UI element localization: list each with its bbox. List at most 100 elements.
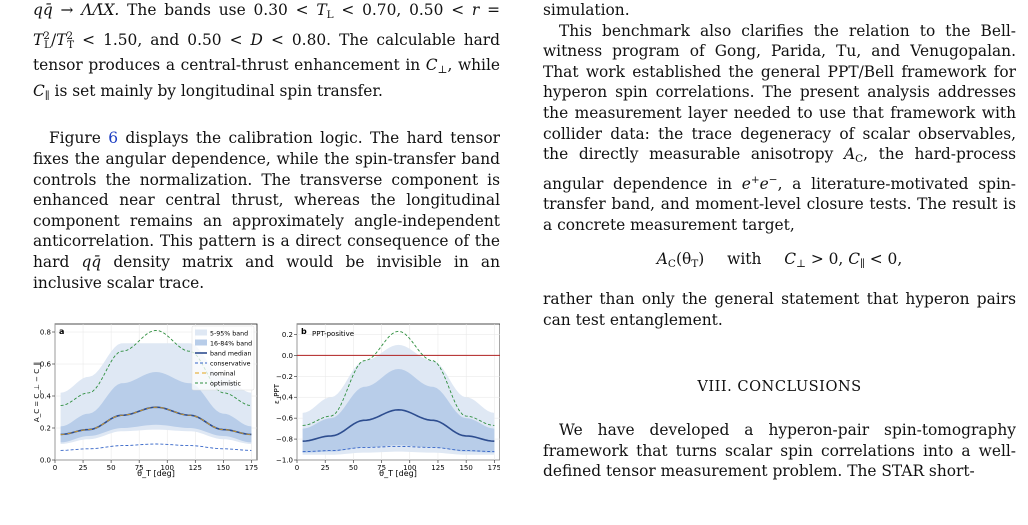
paragraph-conclusions: We have developed a hyperon-pair spin-to…: [543, 420, 1016, 481]
math-qq: qq̄: [81, 252, 102, 271]
y-tick-label: 0.2: [282, 331, 293, 339]
ppt-annotation: PPT-positive: [312, 330, 354, 338]
legend-label: 5-95% band: [210, 330, 248, 337]
text: < 1.50, and 0.50 <: [74, 30, 251, 49]
legend-box: [191, 325, 255, 391]
math-e: e: [741, 174, 751, 193]
x-axis-label: θ_T [deg]: [137, 469, 175, 478]
display-equation: AC(θT) with C⊥ > 0, C∥ < 0,: [543, 249, 1016, 275]
text: =: [479, 1, 500, 19]
x-tick-label: 50: [349, 464, 358, 472]
text: , while: [447, 56, 501, 75]
x-axis-label: θ_T [deg]: [379, 469, 417, 478]
math-sub: ∥: [859, 257, 865, 270]
text: , a literature-motivated spin-transfer b…: [543, 174, 1016, 234]
legend-label: conservative: [210, 360, 251, 367]
math-d: D: [250, 30, 263, 49]
x-tick-label: 50: [107, 464, 116, 472]
figure-six: 0.0 0.2 0.4 0.6 0.8 0 25 50 75 100 125 150 175 a θ_…: [33, 323, 500, 478]
x-tick-label: 25: [321, 464, 330, 472]
text: simulation.: [543, 1, 630, 19]
paragraph-fragment: ΛΛ̄ simulation.: [543, 0, 1016, 21]
legend-label: optimistic: [210, 380, 241, 387]
y-tick-label: 0.6: [40, 361, 52, 369]
math-sup: −: [768, 173, 778, 186]
text: /: [50, 30, 57, 49]
text: This benchmark also clarifies the relati…: [543, 21, 1016, 164]
text: displays the calibration logic. The hard…: [33, 129, 500, 271]
x-tick-label: 75: [135, 464, 144, 472]
paragraph-band-description: qq̄ → ΛΛ̄X. The bands use 0.30 < TL < 0.…: [33, 0, 500, 106]
figure-reference-link[interactable]: 6: [108, 129, 118, 148]
math: (θ: [675, 249, 692, 268]
legend: 5-95% band 16-84% band band median conserva…: [191, 325, 255, 391]
legend-label: nominal: [210, 370, 236, 377]
paragraph-bell-witness: This benchmark also clarifies the relati…: [543, 21, 1016, 236]
x-tick-label: 150: [459, 464, 472, 472]
x-tick-label: 125: [189, 464, 202, 472]
math-sub: ⊥: [796, 257, 806, 270]
math: < 0,: [864, 249, 903, 268]
legend-label: band median: [210, 350, 251, 357]
series-conservative: [60, 443, 252, 451]
formula-qq-lambda: qq̄ → ΛΛ̄X.: [33, 1, 120, 19]
math-sub: ⊥: [437, 64, 448, 77]
x-tick-label: 0: [295, 464, 299, 472]
panel-a: 0.0 0.2 0.4 0.6 0.8 0 25 50 75 100 125 150 175 a θ_…: [33, 323, 258, 478]
text: The bands use 0.30 <: [119, 1, 317, 19]
y-tick-label: 0.0: [282, 352, 293, 360]
math-cpar: C: [33, 81, 45, 100]
y-tick-label: 0.0: [40, 457, 51, 465]
math-tl: T: [316, 1, 327, 19]
series-optimistic: [60, 329, 252, 407]
text: is set mainly by longitudinal spin trans…: [49, 81, 383, 100]
y-tick-label: 0.4: [40, 393, 52, 401]
math: C: [784, 249, 797, 268]
x-tick-label: 100: [161, 464, 174, 472]
y-tick-label: 0.8: [40, 329, 51, 337]
panel-label: a: [59, 327, 64, 336]
math: > 0,: [805, 249, 849, 268]
x-ticks: 0 25 50 75 100 125 150 175: [53, 460, 258, 472]
y-tick-label: −1.0: [276, 457, 293, 465]
series-band-median: [302, 408, 495, 442]
text: < 0.70, 0.50 <: [333, 1, 472, 19]
legend-swatch: [195, 339, 207, 346]
math-sub: L: [43, 38, 51, 51]
x-tick-label: 100: [403, 464, 416, 472]
math-r: r: [471, 1, 480, 19]
x-tick-label: 125: [431, 464, 444, 472]
x-tick-label: 175: [245, 464, 258, 472]
y-tick-label: −0.2: [276, 373, 293, 381]
y-ticks: 0.0 0.2 0.4 0.6 0.8: [40, 329, 55, 465]
x-tick-label: 75: [377, 464, 386, 472]
section-heading: VIII. CONCLUSIONS: [697, 378, 862, 396]
series-conservative: [302, 445, 495, 453]
math-sup: 2: [66, 29, 74, 42]
series-optimistic: [302, 330, 495, 426]
text: with: [727, 249, 762, 268]
y-axis-label: ε_PPT: [273, 383, 281, 404]
y-ticks: 0.2 0.0 −0.2 −0.4 −0.6 −0.8 −1.0: [276, 331, 297, 465]
x-ticks: 0 25 50 75 100 125 150 175: [295, 460, 500, 472]
y-tick-label: −0.4: [276, 394, 294, 402]
math-cperp: C: [425, 56, 438, 75]
series-nominal: [60, 406, 252, 435]
math: C: [848, 249, 860, 268]
math-sub: T: [691, 257, 699, 270]
legend-label: 16-84% band: [210, 340, 252, 347]
paragraph-figure-six: Figure 6 displays the calibration logic.…: [33, 128, 500, 293]
y-tick-label: −0.8: [276, 436, 293, 444]
text: density matrix and would be invisible in…: [33, 252, 500, 292]
series-group: [297, 330, 500, 455]
text: < 0.80. The calculable hard tensor produ…: [33, 30, 500, 75]
math-sub: ∥: [44, 89, 50, 102]
math-sub: C: [667, 257, 676, 270]
band-16-84: [302, 368, 495, 453]
math-fragment: ΛΛ̄: [667, 0, 680, 9]
panel-label: b: [301, 327, 307, 336]
text: Figure: [49, 129, 109, 148]
x-tick-label: 150: [217, 464, 230, 472]
math-sub: L: [326, 9, 334, 21]
text: , the hard-process angular dependence in: [543, 145, 1016, 193]
